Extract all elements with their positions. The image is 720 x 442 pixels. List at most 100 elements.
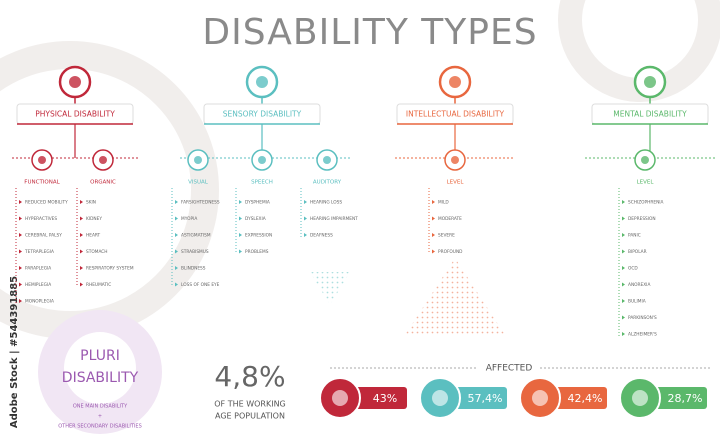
- item: HEARING IMPAIRMENT: [310, 216, 358, 222]
- bullet: [304, 216, 307, 221]
- bullet: [432, 200, 435, 204]
- decor-triangle: [310, 272, 350, 305]
- bullet: [19, 282, 22, 287]
- bullet: [19, 216, 22, 221]
- group-label: SPEECH: [251, 180, 273, 186]
- affected-value: 28,7%: [668, 392, 703, 405]
- bullet: [622, 282, 625, 287]
- bullet: [432, 233, 435, 237]
- icon-glyph: [449, 76, 461, 88]
- affected-glyph: [332, 390, 348, 406]
- category-name: SENSORY DISABILITY: [223, 110, 302, 119]
- bullet: [622, 315, 625, 320]
- group-label: ORGANIC: [90, 180, 116, 186]
- icon-glyph: [256, 76, 268, 88]
- affected-label: AFFECTED: [486, 364, 533, 374]
- bullet: [622, 233, 625, 237]
- item: FARSIGHTEDNESS: [181, 200, 220, 206]
- group-glyph: [38, 156, 46, 164]
- stat-value: 4,8%: [214, 360, 285, 393]
- bullet: [175, 282, 178, 287]
- title: DISABILITY TYPES: [202, 12, 537, 53]
- category-name: INTELLECTUAL DISABILITY: [406, 110, 505, 119]
- item: EXPRESSION: [245, 233, 272, 239]
- watermark: Adobe Stock | #544391885: [9, 276, 20, 428]
- group-label: AUDITORY: [313, 180, 342, 186]
- pluri-title: PLURI: [80, 348, 120, 364]
- group-label: LEVEL: [637, 180, 655, 186]
- pluri-line: ONE MAIN DISABILITY: [73, 404, 128, 410]
- item: BIPOLAR: [628, 249, 647, 255]
- decor-triangle: [405, 258, 505, 335]
- bullet: [175, 233, 178, 237]
- pluri-title: DISABILITY: [62, 370, 139, 386]
- bullet: [80, 266, 83, 270]
- bullet: [304, 233, 307, 237]
- item: DEAFNESS: [310, 233, 333, 239]
- bullet: [19, 299, 22, 303]
- pluri-line: +: [98, 414, 102, 420]
- icon-glyph: [644, 76, 656, 88]
- group-glyph: [99, 156, 107, 164]
- bullet: [19, 249, 22, 254]
- item: STOMACH: [86, 249, 108, 255]
- item: ANOREXIA: [628, 282, 650, 288]
- item: LOSS OF ONE EYE: [181, 282, 220, 288]
- pluri-line: OTHER SECONDARY DISABILITIES: [58, 424, 142, 430]
- item: ALZHEIMER'S: [628, 332, 657, 338]
- item: PROBLEMS: [245, 249, 269, 255]
- bullet: [175, 200, 178, 204]
- bullet: [175, 266, 178, 270]
- bullet: [80, 282, 83, 287]
- bullet: [19, 200, 22, 204]
- item: MYOPIA: [181, 216, 197, 222]
- item: DYSPHEMIA: [245, 200, 270, 206]
- bullet: [19, 266, 22, 270]
- item: PANIC: [628, 233, 641, 239]
- bullet: [80, 233, 83, 237]
- item: STRABISMUS: [181, 249, 209, 255]
- item: PROFOUND: [438, 249, 463, 255]
- bullet: [622, 266, 625, 270]
- item: TETRAPLEGIA: [24, 249, 54, 255]
- affected-glyph: [632, 390, 648, 406]
- group-glyph: [641, 156, 649, 164]
- item: MODERATE: [438, 216, 462, 222]
- group-glyph: [323, 156, 331, 164]
- group-label: VISUAL: [188, 180, 209, 186]
- item: SEVERE: [438, 233, 455, 239]
- item: HYPERACTIVES: [25, 216, 57, 222]
- bullet: [80, 249, 83, 254]
- item: PARKINSON'S: [628, 315, 657, 321]
- group-glyph: [258, 156, 266, 164]
- item: RHEUMATIC: [86, 282, 111, 288]
- stat-caption: AGE POPULATION: [215, 412, 285, 421]
- bullet: [239, 233, 242, 237]
- bullet: [622, 299, 625, 303]
- item: PARAPLEGIA: [25, 266, 51, 272]
- item: SCHIZOPHRENIA: [628, 200, 664, 206]
- item: HEMIPLEGIA: [25, 282, 51, 288]
- bullet: [239, 200, 242, 204]
- affected-glyph: [432, 390, 448, 406]
- item: ASTIGMATISM: [181, 233, 211, 239]
- item: BULIMIA: [628, 299, 646, 305]
- affected-value: 43%: [373, 392, 397, 405]
- bullet: [80, 200, 83, 204]
- bullet: [19, 233, 22, 237]
- bullet: [175, 216, 178, 221]
- item: OCD: [628, 266, 638, 272]
- item: HEARING LOSS: [310, 200, 342, 206]
- item: KIDNEY: [86, 216, 102, 222]
- group-label: LEVEL: [447, 180, 465, 186]
- bullet: [239, 249, 242, 254]
- group-glyph: [194, 156, 202, 164]
- bullet: [622, 200, 625, 204]
- bullet: [432, 216, 435, 221]
- bullet: [622, 332, 625, 336]
- category-name: MENTAL DISABILITY: [613, 110, 687, 119]
- bullet: [622, 249, 625, 254]
- item: REDUCED MOBILITY: [25, 200, 68, 206]
